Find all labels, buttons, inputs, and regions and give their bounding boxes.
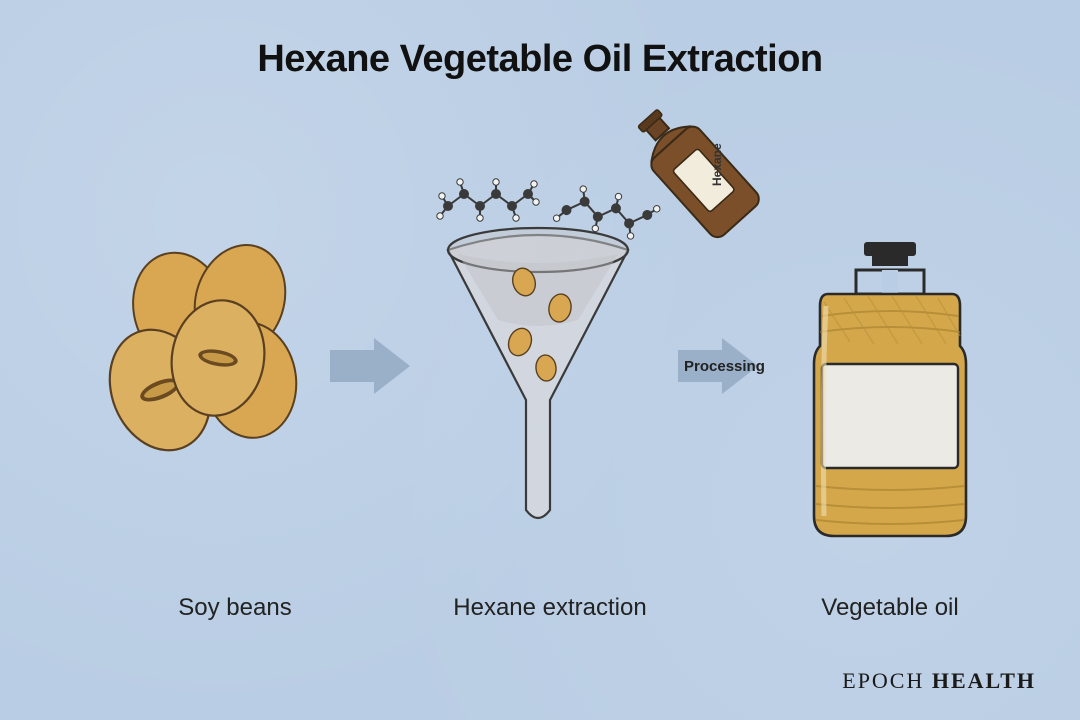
- hexane-bottle-label: Hexane: [710, 143, 724, 186]
- watermark-first: EPOCH: [842, 668, 932, 693]
- arrow-first: [330, 338, 410, 394]
- stage-label-beans: Soy beans: [145, 594, 325, 622]
- page-title: Hexane Vegetable Oil Extraction: [0, 38, 1080, 81]
- funnel-illustration: [428, 210, 648, 550]
- hexane-molecule-left: [430, 160, 540, 230]
- soy-beans-illustration: [90, 240, 330, 480]
- hexane-bottle: [624, 92, 764, 262]
- oil-bottle-illustration: [790, 236, 990, 556]
- watermark-second: HEALTH: [932, 668, 1036, 693]
- stage-label-funnel: Hexane extraction: [440, 594, 660, 622]
- watermark: EPOCH HEALTH: [842, 668, 1036, 694]
- arrow-second-label: Processing: [684, 358, 765, 375]
- stage-label-oil: Vegetable oil: [790, 594, 990, 622]
